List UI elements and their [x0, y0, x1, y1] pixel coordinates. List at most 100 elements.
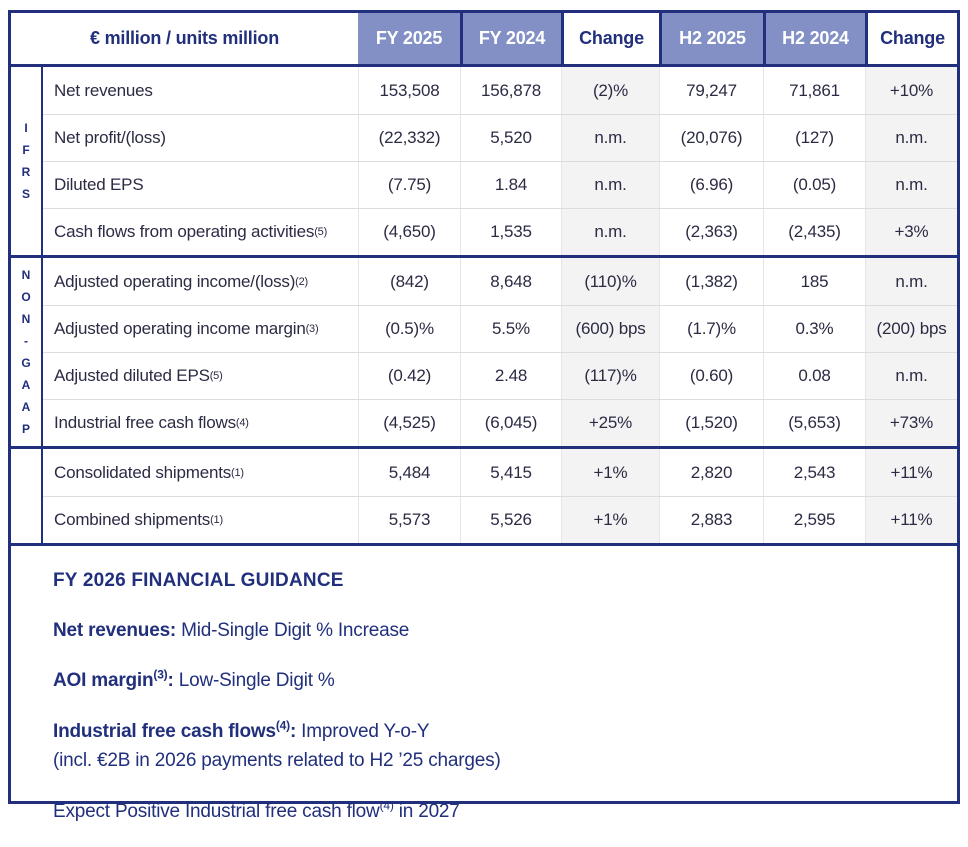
cell-value: 2,820 [659, 449, 763, 496]
cell-value: (110)% [561, 258, 659, 305]
table-row: Consolidated shipments (1) 5,484 5,415 +1% 2,… [43, 449, 957, 496]
row-label: Adjusted diluted EPS (5) [54, 366, 223, 385]
row-label: Adjusted operating income margin (3) [54, 319, 319, 338]
section-rows: Net revenues 153,508 156,878 (2)% 79,247 71,8… [43, 67, 957, 255]
table-row: Net revenues 153,508 156,878 (2)% 79,247 71,8… [43, 67, 957, 114]
table-section-shipments: Consolidated shipments (1) 5,484 5,415 +1% 2,… [11, 449, 957, 546]
cell-value: (22,332) [358, 115, 460, 161]
cell-value: (600) bps [561, 306, 659, 352]
cell-value: (842) [358, 258, 460, 305]
cell-value: 2,883 [659, 497, 763, 543]
column-header-fy-2024: FY 2024 [460, 13, 561, 64]
table-section-ifrs: I F R S Net revenues 153,508 156,878 (2)% 79,247… [11, 67, 957, 258]
table-section-non-gaap: N O N - G A A P Adjusted operating income/(loss)… [11, 258, 957, 449]
guidance-section: FY 2026 FINANCIAL GUIDANCE Net revenues:… [11, 546, 957, 847]
row-label: Net revenues [54, 80, 153, 100]
cell-value: +3% [865, 209, 957, 255]
cell-value: (4,650) [358, 209, 460, 255]
table-row: Adjusted operating income margin (3) (0.5)… [43, 305, 957, 352]
guidance-line: Net revenues: Mid-Single Digit % Increas… [53, 620, 410, 641]
cell-value: +10% [865, 67, 957, 114]
guidance-line: Industrial free cash flows(4): Improved … [53, 718, 501, 772]
cell-value: 1,535 [460, 209, 561, 255]
table-row: Cash flows from operating activities (5) (… [43, 208, 957, 255]
cell-value: +1% [561, 497, 659, 543]
row-label: Combined shipments (1) [54, 510, 223, 529]
cell-value: (0.60) [659, 353, 763, 399]
cell-value: 2.48 [460, 353, 561, 399]
cell-value: (0.5)% [358, 306, 460, 352]
column-header-h2-2025: H2 2025 [659, 13, 763, 64]
table-header-row: € million / units million FY 2025 FY 2024… [11, 13, 957, 67]
cell-value: n.m. [561, 115, 659, 161]
cell-value: (2,435) [763, 209, 865, 255]
cell-value: +11% [865, 497, 957, 543]
cell-value: 5,526 [460, 497, 561, 543]
cell-value: (127) [763, 115, 865, 161]
cell-value: 0.3% [763, 306, 865, 352]
table-row: Combined shipments (1) 5,573 5,526 +1% 2,883 2… [43, 496, 957, 543]
cell-value: +25% [561, 400, 659, 446]
table-row: Industrial free cash flows (4) (4,525) (6,0… [43, 399, 957, 446]
cell-value: 153,508 [358, 67, 460, 114]
table-body: I F R S Net revenues 153,508 156,878 (2)% 79,247… [11, 67, 957, 546]
section-rows: Consolidated shipments (1) 5,484 5,415 +1% 2,… [43, 449, 957, 543]
cell-value: 185 [763, 258, 865, 305]
column-header-change: Change [865, 13, 957, 64]
group-label-empty [11, 449, 43, 543]
cell-value: 79,247 [659, 67, 763, 114]
cell-value: (2)% [561, 67, 659, 114]
cell-value: 5,573 [358, 497, 460, 543]
column-header-h2-2024: H2 2024 [763, 13, 865, 64]
cell-value: 5,484 [358, 449, 460, 496]
cell-value: (1.7)% [659, 306, 763, 352]
cell-value: 2,543 [763, 449, 865, 496]
cell-value: n.m. [865, 353, 957, 399]
cell-value: (6,045) [460, 400, 561, 446]
guidance-lines: Net revenues: Mid-Single Digit % Increas… [53, 616, 937, 826]
cell-value: 156,878 [460, 67, 561, 114]
cell-value: (4,525) [358, 400, 460, 446]
table-row: Adjusted operating income/(loss) (2) (842)… [43, 258, 957, 305]
cell-value: 2,595 [763, 497, 865, 543]
row-label: Net profit/(loss) [54, 128, 166, 147]
cell-value: (6.96) [659, 162, 763, 208]
cell-value: 5,415 [460, 449, 561, 496]
cell-value: n.m. [561, 162, 659, 208]
table-row: Adjusted diluted EPS (5) (0.42) 2.48 (117)%(… [43, 352, 957, 399]
cell-value: (5,653) [763, 400, 865, 446]
guidance-title: FY 2026 FINANCIAL GUIDANCE [53, 570, 344, 591]
cell-value: (0.42) [358, 353, 460, 399]
cell-value: (2,363) [659, 209, 763, 255]
cell-value: (20,076) [659, 115, 763, 161]
cell-value: +1% [561, 449, 659, 496]
row-label: Cash flows from operating activities (5) [54, 222, 328, 241]
column-header-fy-2025: FY 2025 [358, 13, 460, 64]
row-label: Diluted EPS [54, 175, 144, 194]
cell-value: 0.08 [763, 353, 865, 399]
guidance-line: AOI margin(3): Low-Single Digit % [53, 668, 335, 692]
cell-value: 71,861 [763, 67, 865, 114]
cell-value: 8,648 [460, 258, 561, 305]
cell-value: +73% [865, 400, 957, 446]
cell-value: 5,520 [460, 115, 561, 161]
cell-value: (0.05) [763, 162, 865, 208]
column-header-change: Change [561, 13, 659, 64]
cell-value: 5.5% [460, 306, 561, 352]
cell-value: (117)% [561, 353, 659, 399]
cell-value: 1.84 [460, 162, 561, 208]
cell-value: n.m. [865, 258, 957, 305]
section-rows: Adjusted operating income/(loss) (2) (842)… [43, 258, 957, 446]
cell-value: n.m. [865, 162, 957, 208]
row-label: Consolidated shipments (1) [54, 462, 244, 482]
table-row: Diluted EPS (7.75) 1.84 n.m. (6.96) (0.05) n.m… [43, 161, 957, 208]
cell-value: (1,382) [659, 258, 763, 305]
table-corner-label: € million / units million [89, 28, 279, 48]
row-label: Adjusted operating income/(loss) (2) [54, 271, 309, 291]
financial-results-panel: € million / units million FY 2025 FY 2024… [8, 10, 960, 822]
guidance-line: Expect Positive Industrial free cash flo… [53, 798, 460, 822]
row-label: Industrial free cash flows (4) [54, 413, 249, 432]
cell-value: n.m. [561, 209, 659, 255]
